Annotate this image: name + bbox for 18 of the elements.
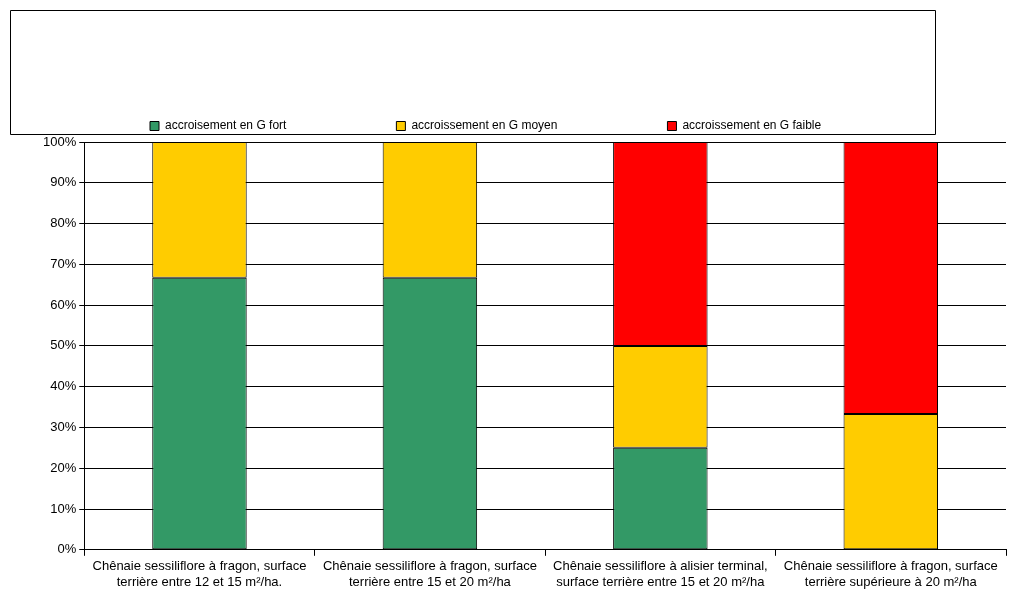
y-tick-label: 30% (50, 419, 77, 435)
y-tick-label: 10% (50, 500, 77, 516)
y-tick-label: 100% (43, 133, 77, 149)
y-tick-label: 80% (50, 215, 77, 231)
y-tick-label: 90% (50, 174, 77, 190)
y-tick-label: 60% (50, 296, 77, 312)
legend-label: accroisement en G fort (165, 118, 288, 133)
y-tick-label: 20% (50, 459, 77, 475)
x-tick-label: Chênaie sessiliflore à alisier terminal, surface terrière entre 15 et 20 m²/ha (553, 558, 768, 589)
x-tick-label: Chênaie sessiliflore à fragon, surface terrière supérieure à 20 m²/ha (783, 558, 998, 589)
y-tick-label: 70% (50, 255, 77, 271)
legend-label: accroissement en G faible (682, 118, 822, 133)
x-tick-label: Chênaie sessiliflore à fragon, surface terrière entre 15 et 20 m²/ha (322, 558, 537, 589)
x-tick-label: Chênaie sessiliflore à fragon, surface terrière entre 12 et 15 m²/ha. (92, 558, 307, 589)
y-tick-label: 50% (50, 337, 77, 353)
y-tick-label: 0% (57, 541, 77, 557)
legend-label: accroissement en G moyen (411, 118, 558, 133)
y-tick-label: 40% (50, 378, 77, 394)
